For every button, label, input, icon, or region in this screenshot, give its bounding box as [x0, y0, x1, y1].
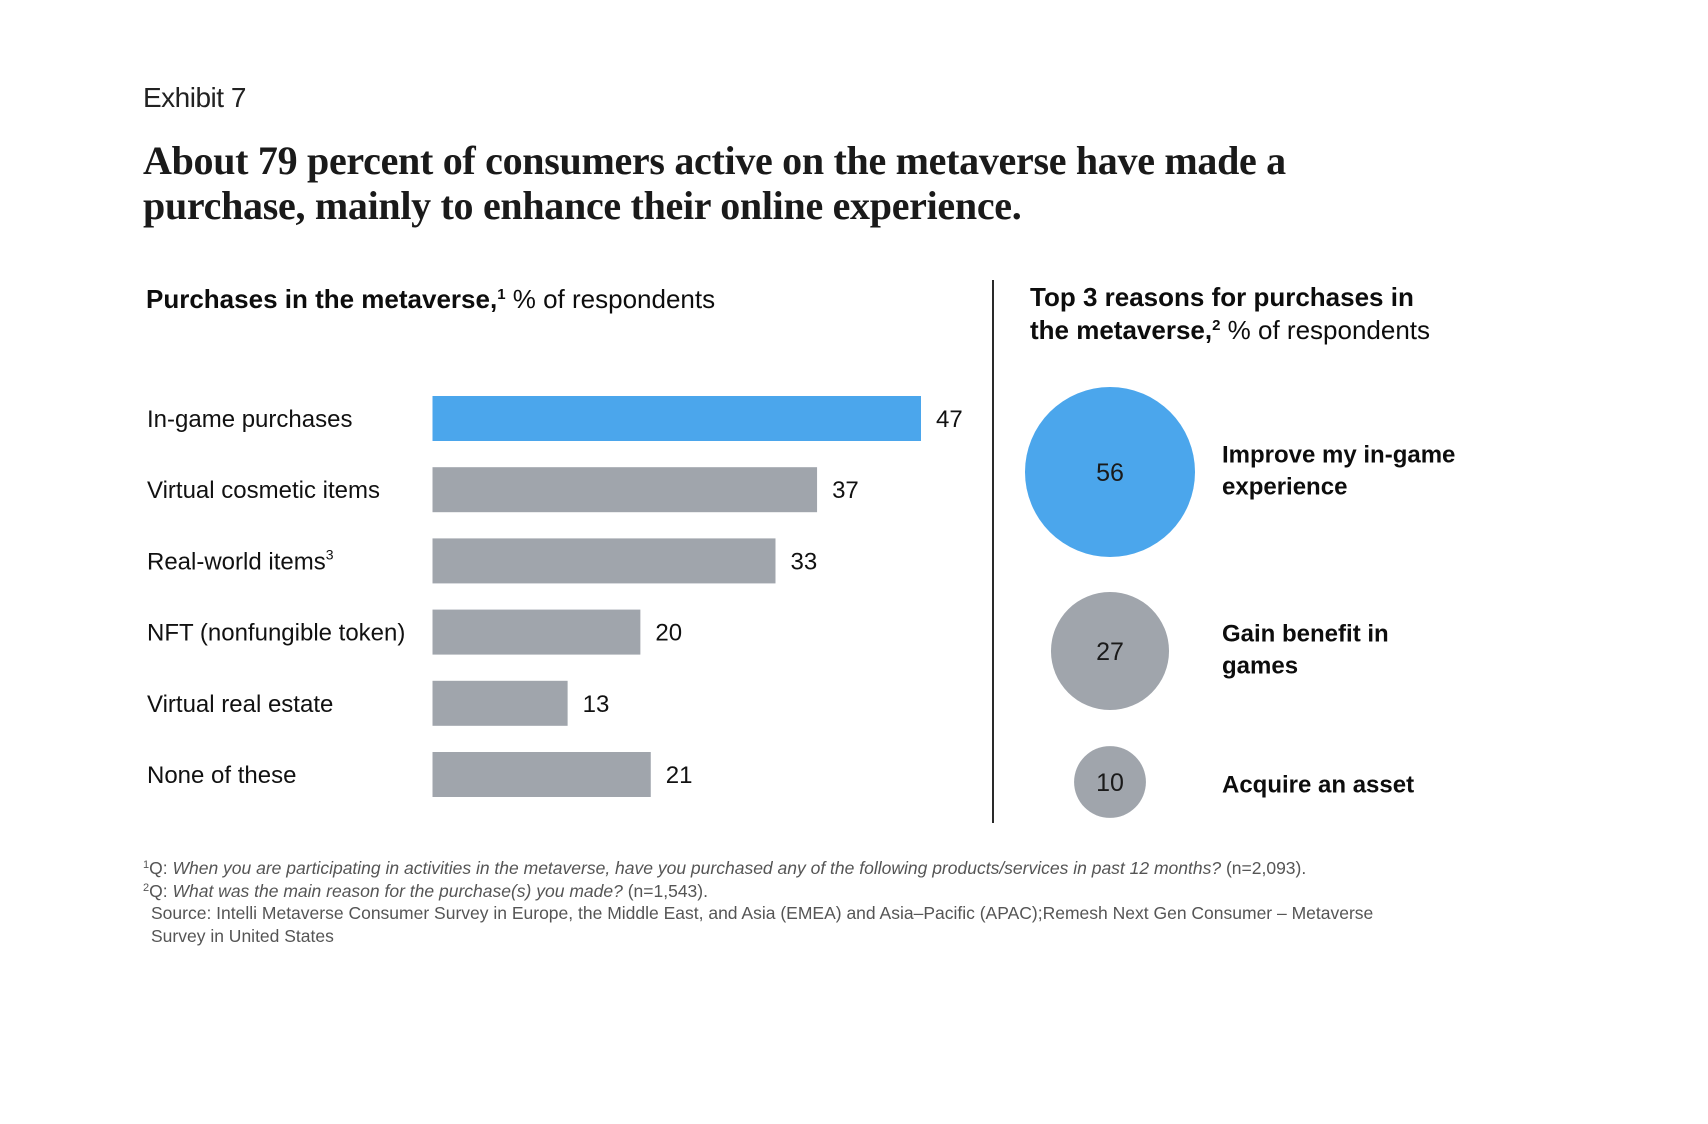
- bar: [432, 752, 651, 797]
- bar-category-label: Virtual cosmetic items: [147, 477, 380, 504]
- bar: [432, 467, 818, 513]
- bar-value-label: 20: [655, 620, 682, 647]
- bar-value-label: 21: [666, 762, 693, 789]
- reason-bubble: [1050, 591, 1170, 711]
- bar: [432, 538, 776, 584]
- reason-label: Acquire an asset: [1222, 772, 1414, 799]
- footnote-1-sample: (n=2,093).: [1221, 858, 1307, 878]
- footnote-ref-2: 2: [1212, 317, 1221, 334]
- title-line-2: purchase, mainly to enhance their online…: [143, 183, 1022, 228]
- footnote-2-marker: 2: [143, 881, 150, 894]
- footnote-1-question: When you are participating in activities…: [172, 858, 1222, 878]
- footnote-2-prefix: Q:: [149, 880, 173, 901]
- reason-item: 10 Acquire an asset: [1074, 746, 1414, 818]
- footnote-1-marker: 1: [143, 859, 150, 871]
- bar-row: Real-world items3 33: [147, 538, 817, 584]
- bar-row: NFT (nonfungible token) 20: [147, 609, 682, 655]
- bar-value-label: 13: [583, 691, 610, 718]
- reason-value-label: 10: [1096, 769, 1124, 797]
- reason-value-label: 56: [1096, 459, 1124, 487]
- bar: [432, 609, 641, 655]
- footnote-2: 2Q: What was the main reason for the pur…: [143, 880, 1373, 903]
- bar-category-label: Real-world items3: [147, 546, 334, 575]
- source-line-2: Survey in United States: [151, 925, 334, 946]
- bar: [432, 396, 921, 441]
- reason-item: 27 Gain benefit in games: [1050, 591, 1389, 711]
- reason-label: Gain benefit in: [1222, 621, 1389, 648]
- bar-chart-heading-unit: % of respondents: [505, 284, 716, 314]
- footnote-2-sample: (n=1,543).: [622, 880, 708, 901]
- bar-category-label: None of these: [147, 762, 296, 789]
- reason-bubble: [1024, 386, 1196, 558]
- reason-label: experience: [1222, 474, 1347, 501]
- bar-row: Virtual real estate 13: [147, 680, 610, 726]
- bubble-chart-heading-line-1: Top 3 reasons for purchases in: [1030, 282, 1414, 312]
- page-title: About 79 percent of consumers active on …: [143, 138, 1286, 228]
- reason-value-label: 27: [1096, 638, 1124, 666]
- footnote-ref-1: 1: [497, 286, 506, 303]
- title-line-1: About 79 percent of consumers active on …: [143, 138, 1286, 183]
- bar-chart-heading-bold: Purchases in the metaverse,: [146, 284, 498, 314]
- bar-row: Virtual cosmetic items 37: [147, 467, 859, 513]
- bar-category-label: In-game purchases: [147, 406, 352, 433]
- exhibit-label: Exhibit 7: [143, 82, 246, 113]
- reason-label: games: [1222, 653, 1298, 680]
- footnote-ref-3: 3: [326, 546, 334, 562]
- source-line-1: Source: Intelli Metaverse Consumer Surve…: [151, 903, 1374, 923]
- bar-value-label: 37: [832, 477, 859, 504]
- bubble-chart-heading-line-2: the metaverse,: [1030, 315, 1213, 345]
- reason-label: Improve my in-game: [1222, 442, 1455, 469]
- bar: [432, 680, 568, 726]
- bar-category-label: NFT (nonfungible token): [147, 620, 405, 647]
- reason-item: 56 Improve my in-game experience: [1024, 386, 1455, 558]
- bar-value-label: 47: [936, 406, 963, 433]
- bar-category-label: Virtual real estate: [147, 691, 333, 718]
- reasons-bubble-chart: 56 Improve my in-game experience 27 Gain ben…: [1024, 386, 1455, 818]
- bar-value-label: 33: [790, 548, 817, 575]
- bar-chart-heading: Purchases in the metaverse,1 % of respon…: [146, 283, 715, 315]
- footnotes: 1Q: When you are participating in activi…: [143, 857, 1373, 947]
- purchases-bar-chart: In-game purchases 47 Virtual cosmetic item…: [147, 396, 963, 797]
- panel-divider: [992, 280, 994, 823]
- bar-row: None of these 21: [147, 752, 692, 797]
- bar-row: In-game purchases 47: [147, 396, 963, 441]
- footnote-1-prefix: Q:: [149, 858, 173, 878]
- footnote-1: 1Q: When you are participating in activi…: [143, 857, 1373, 880]
- footnote-2-question: What was the main reason for the purchas…: [172, 880, 623, 901]
- reason-bubble: [1074, 746, 1146, 818]
- bubble-chart-heading-unit: % of respondents: [1220, 315, 1431, 345]
- bubble-chart-heading: Top 3 reasons for purchases in the metav…: [1030, 281, 1430, 347]
